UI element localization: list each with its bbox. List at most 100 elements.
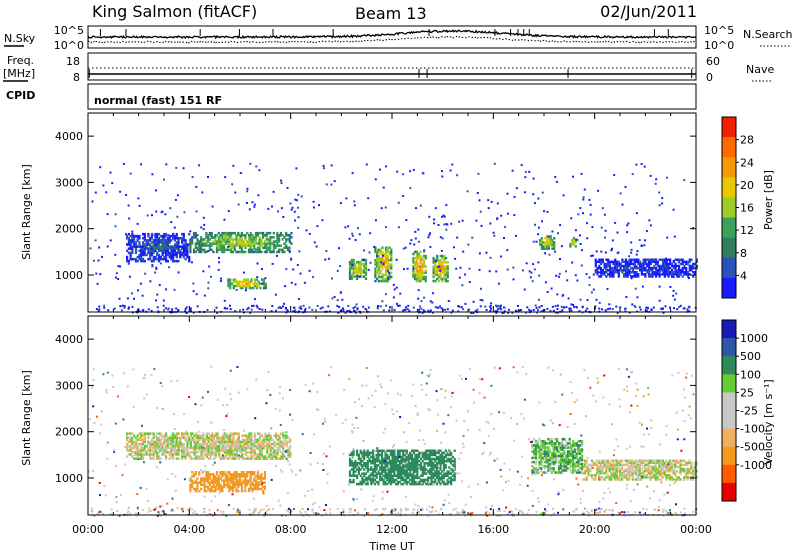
nsky-panel: N.Sky 10^5 10^0 10^5 10^0 N.Search (4, 24, 793, 52)
power-scatter-cell (380, 261, 382, 263)
power-scatter-cell (537, 198, 539, 200)
power-scatter-cell (294, 220, 296, 222)
power-scatter-cell (555, 275, 557, 277)
velocity-cell (563, 450, 565, 453)
power-scatter-cell (128, 306, 130, 308)
power-scatter-cell (396, 171, 398, 173)
power-scatter-cell (579, 234, 581, 236)
power-scatter-cell (142, 309, 144, 311)
power-scatter-cell (116, 272, 118, 274)
power-scatter-cell (524, 176, 526, 178)
power-scatter-cell (125, 233, 127, 235)
power-scatter-cell (441, 250, 443, 252)
power-scatter-cell (156, 294, 158, 296)
power-scatter-cell (522, 269, 524, 271)
power-scatter-cell (576, 307, 578, 309)
power-colorbar-tick-label: 8 (740, 247, 747, 260)
power-scatter-cell (123, 163, 125, 165)
power-scatter-cell (467, 190, 469, 192)
power-scatter-cell (604, 214, 606, 216)
power-scatter-cell (688, 277, 690, 279)
power-scatter-cell (659, 300, 661, 302)
power-scatter-cell (253, 206, 255, 208)
power-scatter-cell (427, 236, 429, 238)
power-scatter-cell (602, 207, 604, 209)
power-scatter-cell (477, 192, 479, 194)
power-frame (88, 113, 696, 312)
power-scatter-cell (389, 306, 391, 308)
power-scatter-cell (160, 262, 162, 264)
power-scatter-cell (370, 262, 372, 264)
power-scatter-cell (513, 214, 515, 216)
power-scatter-cell (494, 163, 496, 165)
power-scatter-cell (169, 237, 171, 239)
velocity-cell (264, 486, 266, 489)
power-scatter-cell (441, 307, 443, 309)
power-scatter-cell (281, 182, 283, 184)
power-colorbar-swatch (722, 197, 736, 218)
nsky-left-tick-top: 10^5 (54, 24, 84, 37)
power-scatter-cell (586, 222, 588, 224)
power-scatter-cell (175, 308, 177, 310)
power-scatter-cell (489, 223, 491, 225)
power-scatter-cell (125, 194, 127, 196)
power-scatter-cell (526, 306, 528, 308)
power-scatter-cell (331, 164, 333, 166)
power-scatter-cell (471, 237, 473, 239)
power-scatter-cell (631, 303, 633, 305)
power-scatter-cell (562, 295, 564, 297)
power-cell (289, 247, 291, 250)
velocity-cell (551, 438, 553, 441)
power-cell (144, 260, 146, 263)
power-scatter-cell (375, 219, 377, 221)
power-scatter-cell (276, 255, 278, 257)
power-scatter-cell (303, 305, 305, 307)
power-scatter-cell (437, 307, 439, 309)
power-scatter-cell (568, 298, 570, 300)
power-scatter-cell (168, 266, 170, 268)
power-scatter-cell (604, 237, 606, 239)
power-scatter-cell (164, 213, 166, 215)
power-scatter-cell (558, 276, 560, 278)
power-scatter-cell (440, 236, 442, 238)
power-scatter-cell (538, 299, 540, 301)
power-scatter-cell (207, 250, 209, 252)
power-scatter-cell (201, 191, 203, 193)
power-scatter-cell (280, 180, 282, 182)
power-scatter-cell (321, 219, 323, 221)
power-scatter-cell (620, 192, 622, 194)
power-scatter-cell (170, 221, 172, 223)
power-scatter-cell (480, 211, 482, 213)
power-scatter-cell (114, 308, 116, 310)
power-scatter-cell (673, 307, 675, 309)
power-scatter-cell (267, 208, 269, 210)
power-scatter-cell (469, 281, 471, 283)
power-scatter-cell (218, 257, 220, 259)
power-scatter-cell (218, 261, 220, 263)
power-scatter-cell (162, 211, 164, 213)
power-scatter-cell (316, 246, 318, 248)
power-scatter-cell (635, 306, 637, 308)
power-cell (365, 278, 367, 281)
power-scatter-cell (507, 269, 509, 271)
power-scatter-cell (636, 265, 638, 267)
power-scatter-cell (377, 305, 379, 307)
power-scatter-cell (385, 165, 387, 167)
power-scatter-cell (646, 230, 648, 232)
power-scatter-cell (102, 185, 104, 187)
power-scatter-cell (504, 307, 506, 309)
power-scatter-cell (98, 309, 100, 311)
velocity-cell (289, 439, 291, 442)
power-scatter-cell (534, 202, 536, 204)
power-cell (269, 232, 271, 235)
power-scatter-cell (368, 269, 370, 271)
power-scatter-cell (477, 309, 479, 311)
power-scatter-cell (497, 202, 499, 204)
power-scatter-cell (144, 273, 146, 275)
freq-panel: Freq. [MHz] 18 8 60 0 Nave (3, 53, 774, 84)
power-cell (211, 232, 213, 235)
power-scatter-cell (110, 239, 112, 241)
power-scatter-cell (514, 196, 516, 198)
power-scatter-cell (532, 193, 534, 195)
power-scatter-cell (524, 191, 526, 193)
